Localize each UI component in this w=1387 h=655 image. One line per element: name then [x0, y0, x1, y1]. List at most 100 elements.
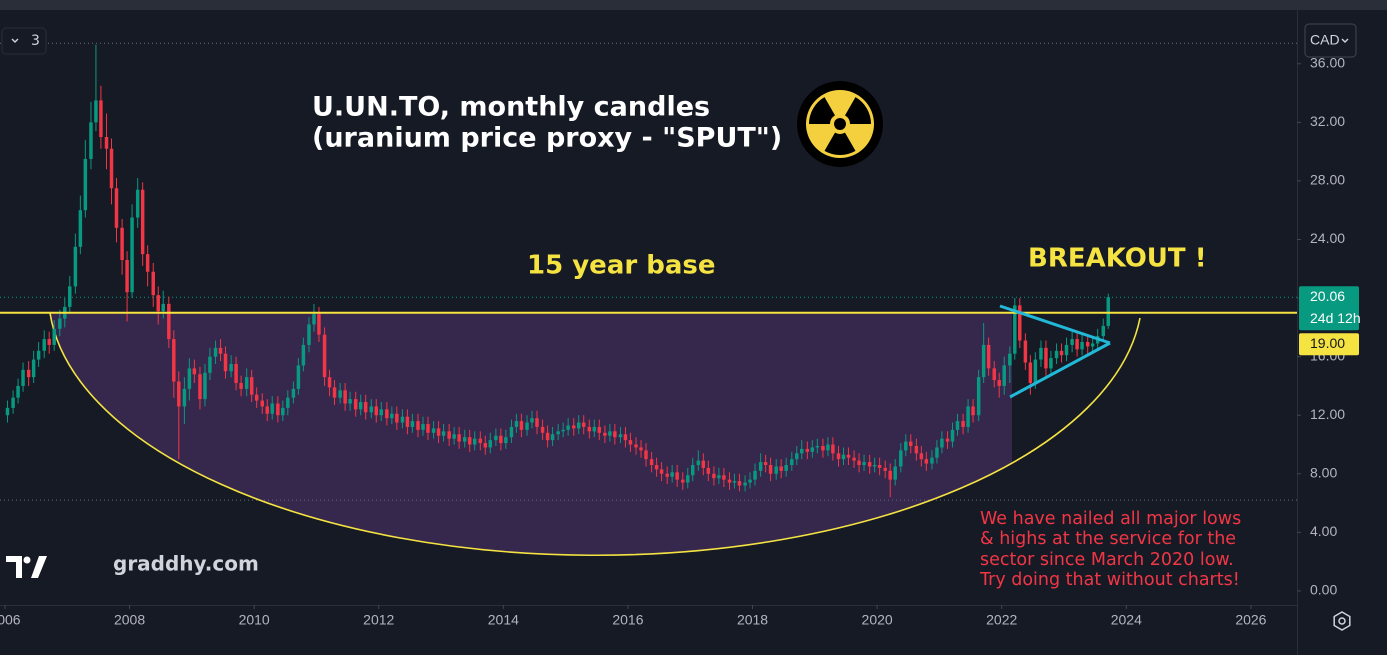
candle-body [712, 473, 716, 479]
candle-body [857, 460, 861, 466]
candle-body [784, 465, 788, 471]
candle-body [909, 441, 913, 446]
candle-body [701, 460, 706, 468]
candle-body [1028, 362, 1033, 384]
candle-body [732, 481, 737, 483]
candle-body [550, 434, 555, 441]
candle-body [1106, 297, 1110, 326]
candle-body [904, 441, 908, 451]
candle-body [971, 406, 975, 416]
candle-body [639, 447, 643, 451]
candle-body [519, 421, 524, 430]
x-tick-label: 2014 [488, 612, 519, 628]
candle-body [768, 465, 773, 474]
candle-body [737, 481, 742, 486]
candle-body [556, 431, 560, 435]
candle-body [379, 409, 383, 416]
candle-body [1044, 347, 1048, 369]
candle-body [244, 377, 249, 389]
settings-icon [1333, 611, 1351, 631]
candle-body [405, 416, 410, 427]
candle-body [83, 158, 88, 211]
note-line: Try doing that without charts! [979, 570, 1240, 590]
candle-body [410, 421, 415, 427]
candle-body [659, 469, 664, 474]
candle-body [16, 385, 20, 398]
candle-body [846, 454, 851, 458]
candle-body [332, 387, 337, 398]
candle-body [877, 465, 882, 468]
logo-part [6, 556, 22, 578]
candle-body [883, 467, 887, 471]
note: We have nailed all major lows & highs at… [979, 509, 1241, 590]
candle-body [198, 374, 202, 400]
candle-body [779, 466, 783, 471]
chevron [11, 38, 19, 43]
candle-body [566, 425, 570, 430]
candle-body [966, 406, 970, 427]
candle-body [727, 479, 732, 483]
candle-body [353, 399, 358, 410]
candle-body [899, 450, 903, 467]
candle-body [177, 381, 181, 407]
candle-body [1054, 350, 1059, 359]
candle-body [836, 453, 841, 460]
candle-body [270, 403, 274, 414]
candle-body [810, 447, 815, 452]
candle-body [1039, 347, 1043, 360]
candle-body [763, 462, 768, 466]
candle-body [753, 470, 757, 480]
candle-body [47, 339, 51, 345]
candle-body [1049, 358, 1053, 369]
settings-button[interactable] [1333, 611, 1351, 631]
candle-body [338, 390, 342, 398]
currency-select[interactable] [1304, 23, 1357, 58]
candle-body [1075, 339, 1079, 350]
candle-body [681, 479, 685, 483]
candle-body [597, 426, 602, 433]
resistance-label: 19.00 [1310, 335, 1345, 351]
candle-body [649, 459, 654, 466]
candle-body [986, 344, 991, 369]
candle-body [576, 422, 581, 429]
base-label: 15 year base [527, 251, 716, 281]
y-tick-label: 12.00 [1310, 406, 1345, 422]
candle-body [976, 377, 981, 416]
candle-body [135, 189, 140, 218]
candle-body [421, 424, 425, 430]
candle-body [483, 443, 488, 448]
icon-center [834, 118, 846, 130]
icon-blade [809, 97, 835, 124]
base-curve [49, 312, 1141, 557]
x-tick-label: 2022 [986, 612, 1017, 628]
candle-body [89, 122, 93, 159]
y-tick-label: 24.00 [1310, 230, 1345, 246]
candle-body [488, 440, 493, 448]
candle-body [348, 399, 352, 404]
x-tick-label: 2018 [737, 612, 768, 628]
candle-body [462, 437, 467, 442]
candle-body [1101, 325, 1105, 337]
candle-body [467, 437, 472, 445]
candle-body [5, 407, 10, 416]
candle-body [151, 271, 155, 296]
candle-body [831, 444, 835, 454]
candle-body [1002, 365, 1006, 386]
candle-body [301, 344, 306, 366]
resistance-box [1299, 333, 1359, 356]
candle-body [587, 426, 592, 432]
candle-body [525, 422, 529, 430]
candle-body [826, 444, 830, 451]
icon-blade [845, 97, 871, 124]
candle-body [234, 363, 238, 384]
candle-body [296, 365, 301, 389]
candle-body [992, 368, 996, 381]
candle-body [291, 388, 296, 398]
x-tick-label: 2012 [363, 612, 394, 628]
y-axis: 0.004.008.0012.0016.0020.0024.0028.0032.… [1297, 54, 1345, 598]
indicator-toggle[interactable] [1, 27, 47, 55]
x-tick-label: 2026 [1235, 612, 1266, 628]
candle-body [114, 188, 119, 228]
candle-body [167, 303, 171, 340]
